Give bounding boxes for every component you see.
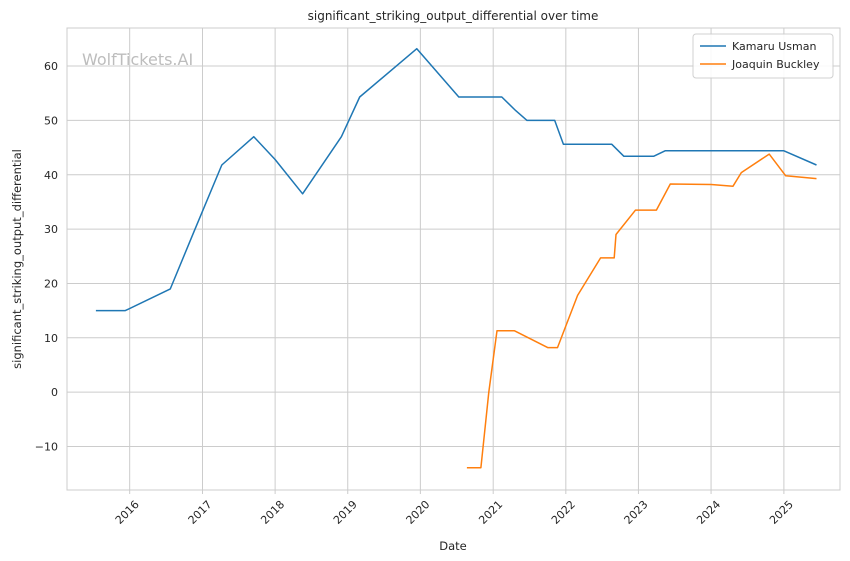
x-tick-label: 2025 (767, 498, 796, 527)
x-tick-labels: 2016 2017 2018 2019 2020 2021 2022 2023 2024 2025 (113, 498, 796, 527)
series-line-kamaru-usman (95, 47, 817, 312)
legend: Kamaru Usman Joaquin Buckley (692, 33, 834, 79)
y-tick-label: −10 (35, 441, 58, 454)
y-tick-label: 20 (44, 277, 58, 290)
legend-label: Kamaru Usman (732, 40, 816, 53)
series-group (95, 47, 817, 469)
x-tick-label: 2024 (694, 498, 723, 527)
y-tick-label: 30 (44, 223, 58, 236)
y-tick-label: 50 (44, 114, 58, 127)
watermark: WolfTickets.AI (82, 50, 193, 69)
x-tick-label: 2020 (404, 498, 433, 527)
x-axis-label: Date (439, 539, 467, 553)
x-tick-label: 2016 (113, 498, 142, 527)
y-tick-label: 0 (51, 386, 58, 399)
y-tick-label: 60 (44, 60, 58, 73)
y-axis-label: significant_striking_output_differential (10, 149, 24, 369)
y-tick-label: 40 (44, 169, 58, 182)
x-tick-label: 2017 (186, 498, 215, 527)
y-tick-label: 10 (44, 332, 58, 345)
x-tick-label: 2021 (476, 498, 505, 527)
y-tick-labels: −10 0 10 20 30 40 50 60 (35, 60, 58, 453)
x-grid (129, 28, 785, 494)
series-line-joaquin-buckley (466, 153, 817, 469)
x-tick-label: 2022 (549, 498, 578, 527)
x-tick-label: 2018 (258, 498, 287, 527)
legend-box (692, 33, 834, 79)
x-tick-label: 2019 (331, 498, 360, 527)
x-tick-label: 2023 (622, 498, 651, 527)
chart-title: significant_striking_output_differential… (308, 9, 599, 23)
legend-label: Joaquin Buckley (731, 58, 820, 71)
